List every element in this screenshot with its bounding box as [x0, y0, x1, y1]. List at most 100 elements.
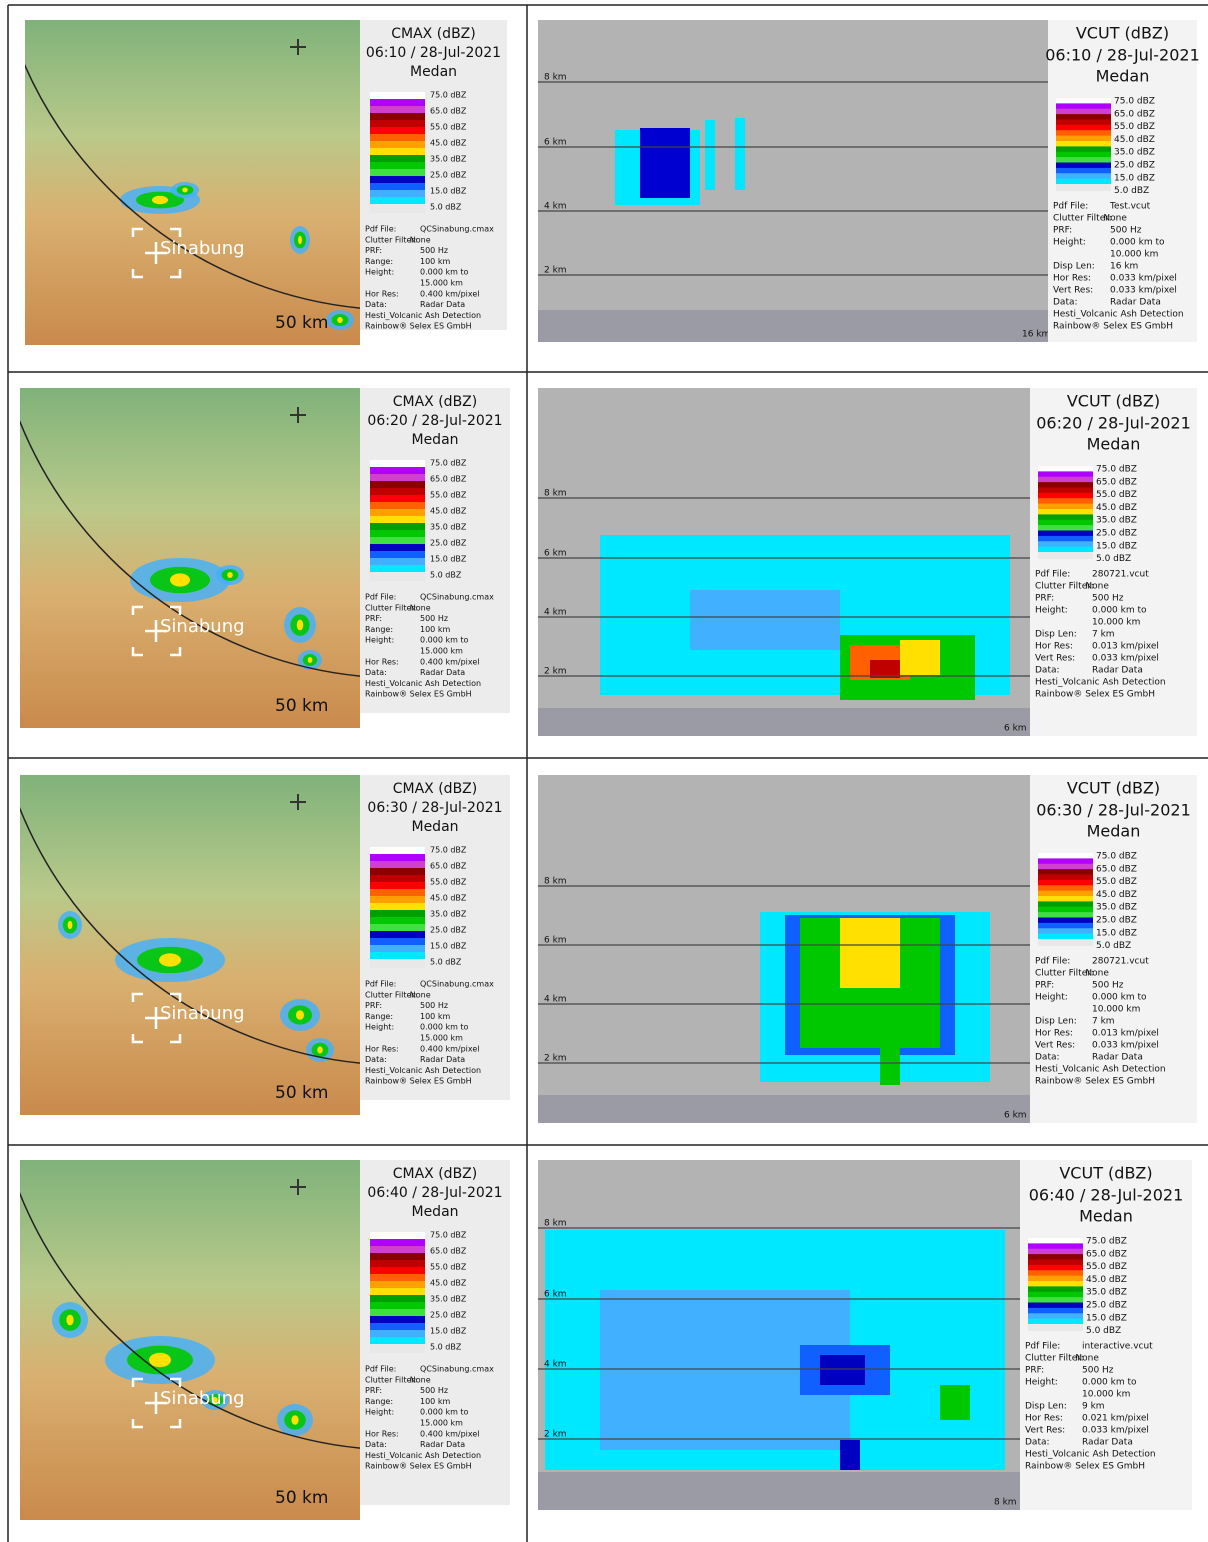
echo: [940, 1385, 970, 1420]
distance-label: 6 km: [1004, 724, 1027, 734]
colorbar-step: [370, 120, 425, 128]
info-value: 9 km: [1082, 1402, 1105, 1412]
colorbar-step: [370, 113, 425, 121]
colorbar-step: [370, 1239, 425, 1247]
colorbar-step: [1028, 1249, 1083, 1255]
colorbar-label: 65.0 dBZ: [430, 475, 467, 484]
colorbar-label: 55.0 dBZ: [430, 491, 467, 500]
colorbar-step: [370, 1267, 425, 1275]
legend-time: 06:20 / 28-Jul-2021: [367, 413, 502, 429]
height-label: 8 km: [544, 877, 567, 887]
echo-peak: [297, 620, 303, 631]
colorbar-label: 5.0 dBZ: [1096, 941, 1131, 951]
volcano-label: Sinabung: [160, 1388, 245, 1409]
info-value: 0.013 km/pixel: [1092, 642, 1159, 652]
colorbar-label: 15.0 dBZ: [430, 1327, 467, 1336]
echo-peak: [182, 188, 188, 193]
colorbar-step: [1028, 1260, 1083, 1266]
info-footer: Rainbow® Selex ES GmbH: [1025, 1462, 1145, 1472]
info-value: 0.400 km/pixel: [420, 1044, 480, 1053]
colorbar-label: 15.0 dBZ: [430, 555, 467, 564]
colorbar-step: [1056, 157, 1111, 163]
colorbar-label: 25.0 dBZ: [430, 1311, 467, 1320]
info-label: Data:: [1035, 666, 1060, 676]
info-value: Radar Data: [1092, 1053, 1143, 1063]
info-value: 10.000 km: [1092, 618, 1140, 628]
colorbar-label: 25.0 dBZ: [1096, 529, 1137, 539]
info-label: Pdf File:: [365, 593, 396, 602]
cmax-legend: CMAX (dBZ)06:20 / 28-Jul-2021Medan75.0 d…: [360, 388, 510, 713]
colorbar-label: 45.0 dBZ: [1096, 503, 1137, 513]
height-label: 8 km: [544, 1219, 567, 1229]
colorbar-step: [370, 910, 425, 918]
terrain: [25, 20, 360, 345]
info-label: Range:: [365, 1397, 393, 1406]
colorbar-step: [1056, 168, 1111, 174]
echo: [870, 660, 900, 678]
colorbar-step: [1038, 466, 1093, 472]
info-footer: Hesti_Volcanic Ash Detection: [1053, 310, 1184, 320]
colorbar-step: [1038, 477, 1093, 483]
colorbar-step: [370, 868, 425, 876]
colorbar-bottom: [1038, 939, 1093, 946]
colorbar-step: [1028, 1270, 1083, 1276]
info-footer: Hesti_Volcanic Ash Detection: [365, 1451, 481, 1460]
height-label: 4 km: [544, 995, 567, 1005]
info-value: 16 km: [1110, 262, 1138, 272]
terrain: [20, 388, 360, 728]
info-label: PRF:: [365, 614, 382, 623]
echo-peak: [308, 657, 313, 663]
info-value: QCSinabung.cmax: [420, 225, 494, 234]
colorbar-step: [370, 190, 425, 198]
colorbar-label: 55.0 dBZ: [1096, 490, 1137, 500]
info-footer: Rainbow® Selex ES GmbH: [1035, 690, 1155, 700]
colorbar-label: 55.0 dBZ: [430, 878, 467, 887]
colorbar-step: [370, 467, 425, 475]
colorbar-label: 25.0 dBZ: [1086, 1301, 1127, 1311]
colorbar-step: [370, 924, 425, 932]
info-value: interactive.vcut: [1082, 1342, 1153, 1352]
colorbar-step: [370, 1260, 425, 1268]
info-value: QCSinabung.cmax: [420, 593, 494, 602]
info-value: 100 km: [420, 257, 450, 266]
info-label: Hor Res:: [1035, 1029, 1073, 1039]
colorbar-bottom: [1056, 184, 1111, 191]
colorbar-step: [370, 1274, 425, 1282]
colorbar-step: [1056, 152, 1111, 158]
colorbar-label: 45.0 dBZ: [1114, 135, 1155, 145]
colorbar-step: [1038, 488, 1093, 494]
height-label: 8 km: [544, 489, 567, 499]
info-value: 0.000 km to: [420, 268, 469, 277]
info-value: 15.000 km: [420, 1419, 463, 1428]
legend-place: Medan: [410, 64, 457, 80]
colorbar-label: 65.0 dBZ: [1086, 1249, 1127, 1259]
colorbar-label: 5.0 dBZ: [430, 571, 462, 580]
colorbar-step: [1056, 120, 1111, 126]
colorbar-step: [1038, 525, 1093, 531]
echo-peak: [170, 573, 190, 586]
colorbar-label: 25.0 dBZ: [1096, 916, 1137, 926]
range-label: 50 km: [275, 1083, 328, 1103]
colorbar-step: [1038, 504, 1093, 510]
colorbar-step: [370, 537, 425, 545]
colorbar-step: [370, 502, 425, 510]
colorbar-label: 65.0 dBZ: [1114, 109, 1155, 119]
colorbar-step: [1056, 146, 1111, 152]
info-label: Hor Res:: [1035, 642, 1073, 652]
colorbar-label: 15.0 dBZ: [1086, 1313, 1127, 1323]
info-value: 500 Hz: [420, 1001, 448, 1010]
vcut-legend: VCUT (dBZ)06:30 / 28-Jul-2021Medan75.0 d…: [1030, 775, 1197, 1123]
echo-peak: [66, 1315, 73, 1326]
colorbar-step: [370, 92, 425, 100]
colorbar-step: [1028, 1243, 1083, 1249]
colorbar-label: 15.0 dBZ: [1096, 541, 1137, 551]
colorbar-step: [370, 488, 425, 496]
colorbar-step: [1056, 98, 1111, 104]
info-footer: Rainbow® Selex ES GmbH: [1035, 1077, 1155, 1087]
colorbar-label: 75.0 dBZ: [430, 846, 467, 855]
info-value: None: [410, 1375, 431, 1384]
echo-peak: [291, 1415, 298, 1425]
colorbar-label: 15.0 dBZ: [1114, 173, 1155, 183]
info-label: Disp Len:: [1025, 1402, 1067, 1412]
